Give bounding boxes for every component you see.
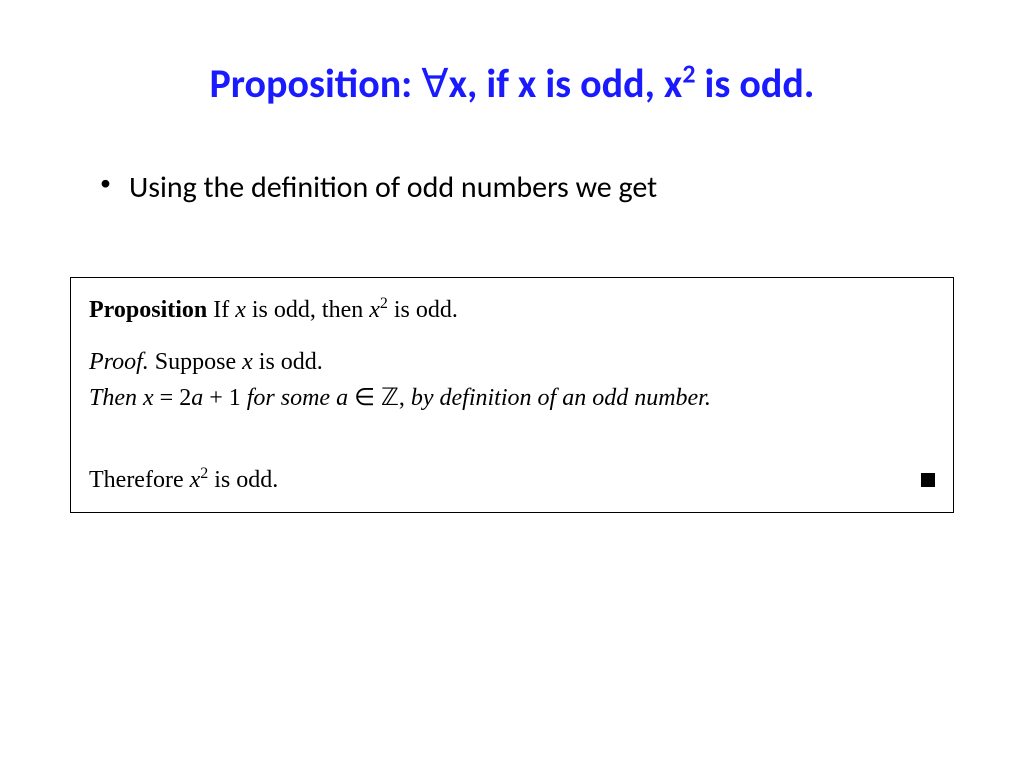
title-part-4: is odd. bbox=[696, 59, 815, 108]
slide-title: Proposition: ∀x, if x is odd, x2 is odd. bbox=[70, 60, 954, 108]
proof-therefore: Therefore x2 is odd. bbox=[89, 462, 278, 498]
therefore-b: is odd. bbox=[208, 467, 278, 493]
therefore-x: x bbox=[190, 467, 201, 493]
var-x: x bbox=[235, 297, 246, 323]
therefore-a: Therefore bbox=[89, 467, 190, 493]
element-of: ∈ bbox=[348, 385, 381, 411]
integers-symbol: ℤ bbox=[381, 385, 399, 411]
qed-icon bbox=[921, 473, 935, 487]
then-eq: = 2 bbox=[154, 385, 192, 411]
then-avar: a bbox=[191, 385, 203, 411]
then-by: by definition of an odd number. bbox=[405, 385, 711, 411]
proposition-label: Proposition bbox=[89, 297, 207, 323]
bullet-marker: • bbox=[100, 168, 111, 199]
exp-2: 2 bbox=[380, 295, 388, 312]
proof-then-line: Then x = 2a + 1 for some a ∈ ℤ, by defin… bbox=[89, 380, 935, 416]
title-part-2: x, bbox=[449, 59, 478, 108]
bullet-item: • Using the definition of odd numbers we… bbox=[100, 168, 954, 207]
suppose-x: x bbox=[242, 349, 253, 375]
var-x2: x bbox=[369, 297, 380, 323]
forall-symbol: ∀ bbox=[421, 61, 448, 106]
proof-label: Proof. bbox=[89, 349, 149, 375]
then-a: Then bbox=[89, 385, 143, 411]
proof-suppose-line: Proof. Suppose x is odd. bbox=[89, 344, 935, 380]
prop-end: is odd. bbox=[388, 297, 458, 323]
suppose-a: Suppose bbox=[149, 349, 242, 375]
then-x: x bbox=[143, 385, 154, 411]
proof-box: Proposition If x is odd, then x2 is odd.… bbox=[70, 277, 954, 513]
then-for: for some bbox=[241, 385, 336, 411]
proof-conclusion-row: Therefore x2 is odd. bbox=[89, 462, 935, 498]
suppose-b: is odd. bbox=[253, 349, 323, 375]
prop-mid: is odd, then bbox=[246, 297, 369, 323]
prop-if: If bbox=[213, 297, 235, 323]
bullet-text: Using the definition of odd numbers we g… bbox=[129, 168, 657, 207]
title-part-3: if x is odd, x bbox=[477, 59, 682, 108]
then-plus: + 1 bbox=[203, 385, 241, 411]
then-a2: a bbox=[336, 385, 348, 411]
title-part-1: Proposition: bbox=[210, 59, 422, 108]
title-exponent: 2 bbox=[682, 58, 695, 90]
proposition-statement: Proposition If x is odd, then x2 is odd. bbox=[89, 292, 935, 328]
slide: Proposition: ∀x, if x is odd, x2 is odd.… bbox=[0, 0, 1024, 768]
